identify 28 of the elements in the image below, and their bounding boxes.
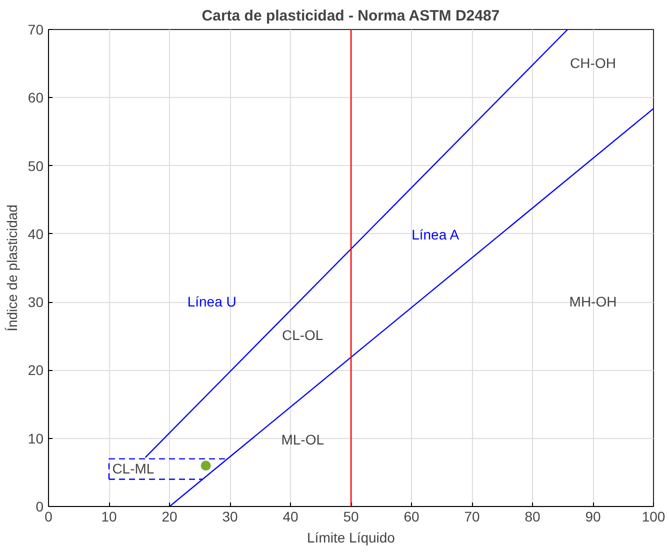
x-tick-label: 30 bbox=[222, 508, 238, 524]
y-tick-label: 40 bbox=[28, 226, 44, 242]
text: Línea U bbox=[187, 293, 236, 310]
annotation: ML-OL bbox=[281, 432, 324, 448]
x-axis-title: Límite Líquido bbox=[307, 530, 396, 546]
series-label: Línea A bbox=[412, 226, 460, 243]
y-tick-label: 70 bbox=[28, 22, 44, 38]
y-tick-label: 10 bbox=[28, 430, 44, 446]
x-tick-label: 100 bbox=[642, 508, 666, 524]
x-tick-label: 50 bbox=[343, 508, 359, 524]
x-tick-label: 80 bbox=[524, 508, 540, 524]
y-tick-label: 60 bbox=[28, 90, 44, 106]
x-tick-label: 70 bbox=[464, 508, 480, 524]
y-tick-label: 30 bbox=[28, 294, 44, 310]
x-tick-label: 40 bbox=[282, 508, 298, 524]
y-tick-label: 20 bbox=[28, 362, 44, 378]
x-tick-label: 60 bbox=[404, 508, 420, 524]
y-axis-title: Índice de plasticidad bbox=[4, 204, 20, 332]
annotation: CL-OL bbox=[282, 326, 324, 343]
annotation: CL-ML bbox=[112, 460, 154, 476]
x-tick-label: 90 bbox=[585, 508, 601, 524]
chart-title: Carta de plasticidad - Norma ASTM D2487 bbox=[202, 8, 500, 24]
x-tick-label: 10 bbox=[101, 508, 117, 524]
x-tick-label: 20 bbox=[162, 508, 178, 524]
annotation: MH-OH bbox=[569, 293, 617, 310]
y-tick-label: 50 bbox=[28, 158, 44, 174]
annotation: CH-OH bbox=[570, 54, 616, 71]
y-tick-label: 0 bbox=[36, 498, 44, 514]
